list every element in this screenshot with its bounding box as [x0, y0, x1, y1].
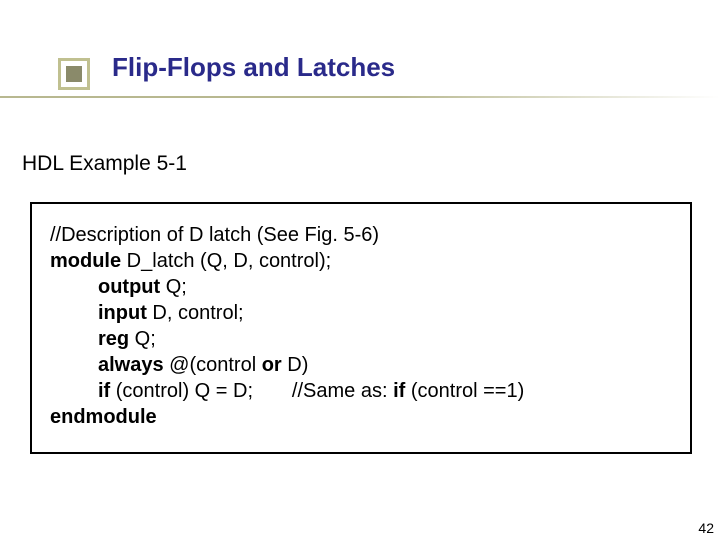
page-number: 42	[698, 520, 714, 536]
code-line-1: //Description of D latch (See Fig. 5-6)	[50, 222, 672, 248]
code-l6b: @(control	[164, 354, 262, 376]
kw-module: module	[50, 250, 121, 272]
code-l7d: (control ==1)	[405, 380, 524, 402]
example-label: HDL Example 5-1	[22, 152, 187, 176]
code-box: //Description of D latch (See Fig. 5-6) …	[30, 202, 692, 454]
code-l4b: D, control;	[147, 302, 244, 324]
code-line-5: reg Q;	[50, 326, 672, 352]
kw-reg: reg	[98, 328, 129, 350]
code-line-7: if (control) Q = D; //Same as: if (contr…	[50, 378, 672, 404]
code-l3b: Q;	[160, 276, 187, 298]
kw-output: output	[98, 276, 160, 298]
code-l5b: Q;	[129, 328, 156, 350]
code-line-2: module D_latch (Q, D, control);	[50, 248, 672, 274]
code-l6d: D)	[282, 354, 309, 376]
kw-input: input	[98, 302, 147, 324]
title-area: Flip-Flops and Latches	[0, 0, 720, 100]
code-line-8: endmodule	[50, 404, 672, 430]
code-l2b: D_latch (Q, D, control);	[121, 250, 331, 272]
code-l7b: (control) Q = D; //Same as:	[110, 380, 393, 402]
kw-always: always	[98, 354, 164, 376]
code-line-6: always @(control or D)	[50, 352, 672, 378]
kw-if-2: if	[393, 380, 405, 402]
code-line-3: output Q;	[50, 274, 672, 300]
title-bullet-icon	[58, 58, 90, 90]
kw-or: or	[262, 354, 282, 376]
slide-title: Flip-Flops and Latches	[112, 52, 395, 83]
title-underline	[0, 96, 720, 98]
kw-if-1: if	[98, 380, 110, 402]
code-line-4: input D, control;	[50, 300, 672, 326]
